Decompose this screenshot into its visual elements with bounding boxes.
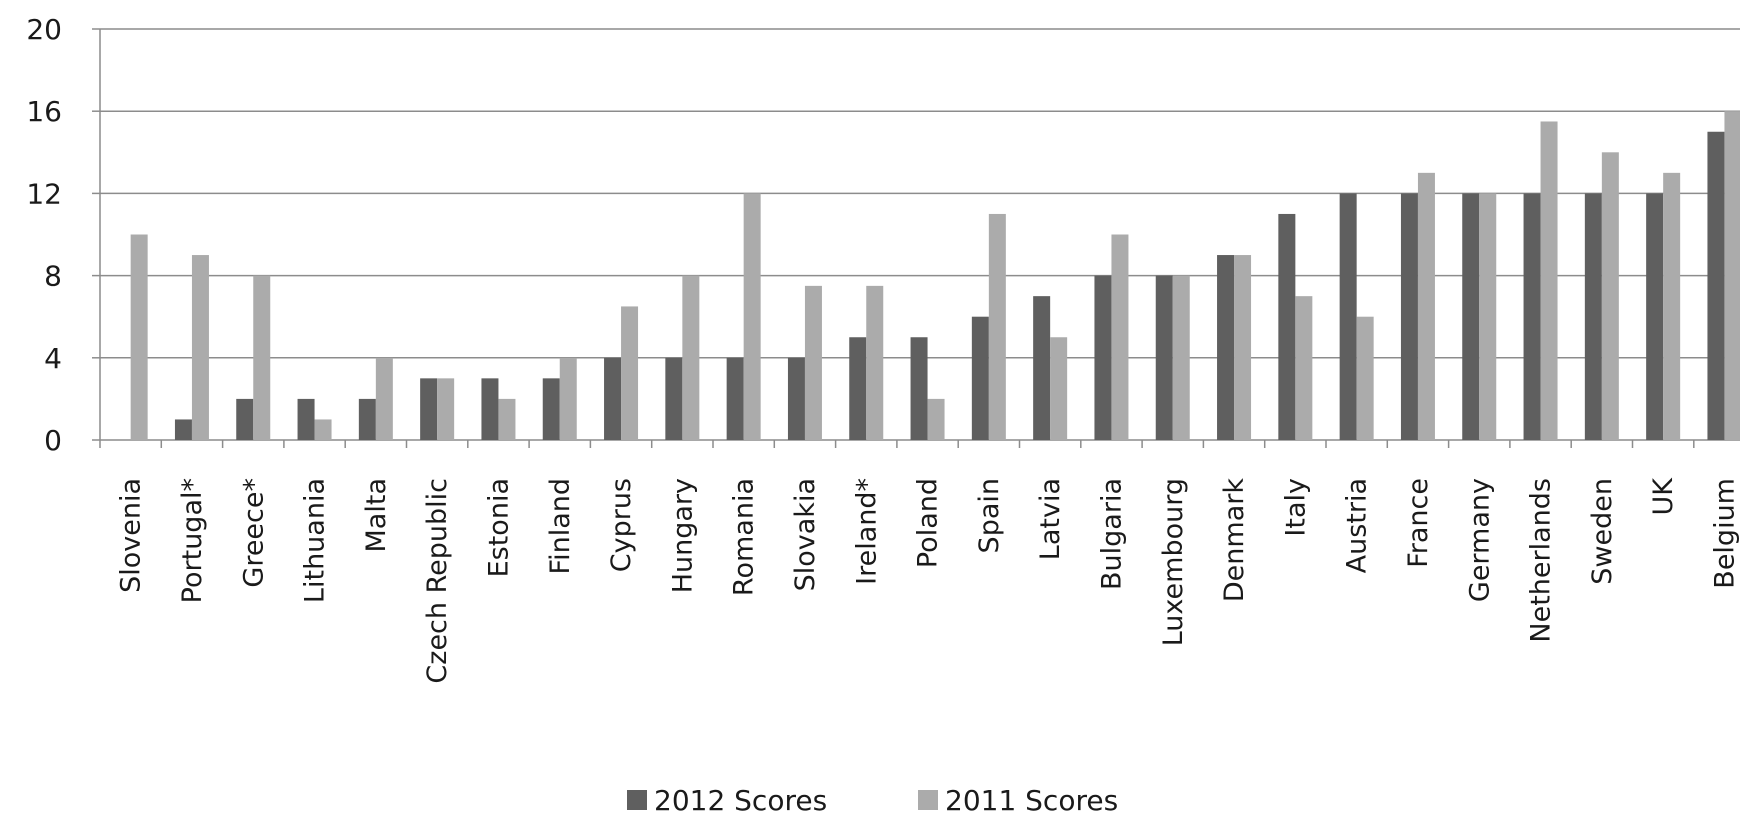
bar-series-2-latvia xyxy=(1050,337,1068,440)
x-tick-label: Italy xyxy=(1280,478,1311,537)
bar-series-1-netherlands xyxy=(1523,193,1541,440)
x-tick-label: France xyxy=(1403,478,1434,568)
bar-series-2-portugal xyxy=(191,255,209,440)
x-tick-label: Portugal* xyxy=(177,478,208,603)
x-tick-label: Greece* xyxy=(238,478,269,588)
x-tick-label: Poland xyxy=(913,478,944,568)
bar-series-2-poland xyxy=(927,398,945,440)
y-tick-labels: 0 4 8 12 16 20 xyxy=(26,13,62,457)
bar-series-1-malta xyxy=(358,398,376,440)
x-tick-label: Spain xyxy=(974,478,1005,553)
x-tick-label: Slovakia xyxy=(790,478,821,591)
bar-series-1-portugal xyxy=(174,419,192,440)
x-tick-label: Sweden xyxy=(1587,478,1618,585)
bar-series-1-hungary xyxy=(665,357,683,440)
bar-series-1-lithuania xyxy=(297,398,315,440)
bar-series-2-austria xyxy=(1356,316,1374,440)
bar-series-1-germany xyxy=(1462,193,1480,440)
x-tick-label: Slovenia xyxy=(116,478,147,593)
bar-series-2-cyprus xyxy=(621,306,639,440)
y-tick-label: 16 xyxy=(26,95,62,128)
bar-series-1-sweden xyxy=(1584,193,1602,440)
x-tick-label: Cyprus xyxy=(606,478,637,572)
bar-series-2-czech-republic xyxy=(437,378,455,440)
y-tick-label: 4 xyxy=(44,342,62,375)
x-tick-labels: Slovenia Portugal* Greece* Lithuania Malta Cz… xyxy=(116,477,1740,684)
x-tick-label: Czech Republic xyxy=(422,478,453,684)
x-tick-label: Finland xyxy=(545,478,576,574)
bar-series-1-finland xyxy=(542,378,560,440)
y-tick-label: 12 xyxy=(26,177,62,210)
y-tick-label: 0 xyxy=(44,424,62,457)
bar-series-2-slovenia xyxy=(130,234,148,440)
bar-series-1-bulgaria xyxy=(1094,275,1112,440)
legend: 2012 Scores 2011 Scores xyxy=(627,784,1118,817)
y-tick-label: 8 xyxy=(44,260,62,293)
bar-series-2-romania xyxy=(743,193,761,440)
bar-series-1-czech-republic xyxy=(420,378,438,440)
legend-label: 2011 Scores xyxy=(945,784,1118,817)
bar-series-2-spain xyxy=(988,213,1006,440)
bar-series-1-estonia xyxy=(481,378,499,440)
bar-series-2-slovakia xyxy=(804,285,822,440)
bar-series-2-hungary xyxy=(682,275,700,440)
bar-series-1-denmark xyxy=(1217,255,1235,440)
bar-series-2-denmark xyxy=(1234,255,1252,440)
x-tick-label: Belgium xyxy=(1709,478,1740,589)
x-tick-label: Hungary xyxy=(667,478,698,593)
bar-series-1-latvia xyxy=(1033,296,1051,440)
bar-series-1-belgium xyxy=(1707,131,1725,440)
bar-series-2-greece xyxy=(253,275,271,440)
bar-series-1-slovakia xyxy=(787,357,805,440)
x-tick-label: Malta xyxy=(361,478,392,552)
bar-series-1-cyprus xyxy=(604,357,622,440)
x-tick-label: Estonia xyxy=(483,478,514,577)
x-tick-label: Luxembourg xyxy=(1158,478,1189,646)
x-tick-label: Ireland* xyxy=(851,478,882,585)
bar-series-2-bulgaria xyxy=(1111,234,1129,440)
bar-series-2-lithuania xyxy=(314,419,332,440)
bar-series-2-germany xyxy=(1479,193,1497,440)
x-tick-label: Bulgaria xyxy=(1096,478,1127,590)
bar-series-2-finland xyxy=(559,357,577,440)
bar-series-2-france xyxy=(1417,172,1435,440)
x-tick-label: Romania xyxy=(729,478,760,596)
x-tick-label: Germany xyxy=(1464,478,1495,602)
legend-swatch xyxy=(627,790,647,810)
x-tick-label: Netherlands xyxy=(1526,478,1557,643)
bar-series-1-ireland xyxy=(849,337,867,440)
bar-series-1-luxembourg xyxy=(1155,275,1173,440)
bar-series-2-luxembourg xyxy=(1172,275,1190,440)
bar-series-1-spain xyxy=(971,316,989,440)
bar-series-1-greece xyxy=(236,398,254,440)
bar-series-1-poland xyxy=(910,337,928,440)
bar-series-2-uk xyxy=(1663,172,1681,440)
bar-series-1-uk xyxy=(1646,193,1664,440)
x-tick-label: UK xyxy=(1648,477,1679,516)
x-tick-label: Austria xyxy=(1342,478,1373,573)
x-tick-label: Latvia xyxy=(1035,478,1066,560)
bars xyxy=(130,111,1740,441)
bar-series-2-belgium xyxy=(1724,111,1740,440)
bar-series-2-sweden xyxy=(1601,152,1619,441)
bar-series-2-italy xyxy=(1295,296,1313,440)
bar-series-2-estonia xyxy=(498,398,516,440)
legend-swatch xyxy=(918,790,938,810)
bar-series-1-italy xyxy=(1278,213,1296,440)
bar-series-1-france xyxy=(1400,193,1418,440)
x-tick-label: Denmark xyxy=(1219,478,1250,602)
y-tick-label: 20 xyxy=(26,13,62,46)
bar-series-2-ireland xyxy=(866,285,884,440)
bar-series-2-malta xyxy=(375,357,393,440)
legend-label: 2012 Scores xyxy=(654,784,827,817)
bar-series-2-netherlands xyxy=(1540,121,1558,440)
x-tick-label: Lithuania xyxy=(300,478,331,603)
bar-series-1-austria xyxy=(1339,193,1357,440)
bar-series-1-romania xyxy=(726,357,744,440)
